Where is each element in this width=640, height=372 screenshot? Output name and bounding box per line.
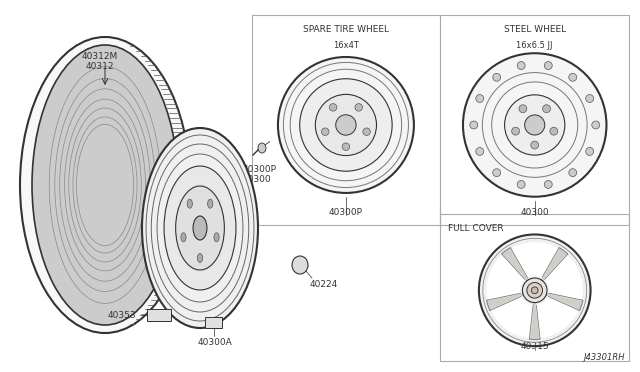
Ellipse shape: [517, 62, 525, 70]
Ellipse shape: [330, 104, 337, 111]
Polygon shape: [522, 296, 533, 304]
Polygon shape: [541, 248, 568, 281]
Ellipse shape: [316, 94, 376, 155]
Ellipse shape: [550, 127, 558, 135]
FancyBboxPatch shape: [205, 317, 222, 328]
Text: FULL COVER: FULL COVER: [448, 224, 504, 233]
Polygon shape: [492, 290, 534, 337]
FancyBboxPatch shape: [147, 309, 171, 321]
Ellipse shape: [355, 104, 362, 111]
Text: 40300: 40300: [520, 208, 549, 217]
Polygon shape: [528, 276, 541, 278]
Ellipse shape: [321, 128, 329, 135]
Text: 40300P: 40300P: [329, 208, 363, 217]
Polygon shape: [534, 255, 582, 300]
Ellipse shape: [193, 216, 207, 240]
Ellipse shape: [32, 45, 178, 325]
Ellipse shape: [527, 282, 543, 298]
Text: 40300P
40300: 40300P 40300: [243, 165, 277, 185]
Polygon shape: [536, 296, 547, 304]
Ellipse shape: [522, 278, 547, 302]
Ellipse shape: [470, 121, 477, 129]
Ellipse shape: [504, 95, 565, 155]
Ellipse shape: [545, 62, 552, 70]
Ellipse shape: [586, 94, 594, 102]
Text: 16x4T: 16x4T: [333, 41, 359, 50]
Text: 16x6.5 JJ: 16x6.5 JJ: [516, 41, 553, 50]
Text: 40300A: 40300A: [198, 338, 232, 347]
Bar: [440, 214, 629, 361]
Ellipse shape: [207, 199, 213, 208]
Ellipse shape: [164, 166, 236, 290]
Ellipse shape: [479, 234, 591, 346]
Polygon shape: [529, 302, 540, 339]
Ellipse shape: [493, 169, 500, 177]
Bar: [252, 15, 440, 225]
Ellipse shape: [545, 180, 552, 188]
Ellipse shape: [517, 180, 525, 188]
Polygon shape: [544, 280, 548, 293]
Ellipse shape: [342, 143, 349, 150]
Ellipse shape: [278, 57, 414, 193]
Polygon shape: [486, 293, 524, 311]
Text: STEEL WHEEL: STEEL WHEEL: [504, 25, 566, 34]
Ellipse shape: [511, 127, 520, 135]
Ellipse shape: [569, 169, 577, 177]
Ellipse shape: [586, 147, 594, 155]
Text: 40315: 40315: [520, 342, 549, 351]
Ellipse shape: [543, 105, 550, 113]
Ellipse shape: [592, 121, 600, 129]
Ellipse shape: [142, 128, 258, 328]
Ellipse shape: [181, 233, 186, 242]
Polygon shape: [487, 255, 534, 300]
Ellipse shape: [214, 233, 219, 242]
Ellipse shape: [463, 53, 607, 197]
Ellipse shape: [292, 256, 308, 274]
Ellipse shape: [519, 105, 527, 113]
Polygon shape: [534, 290, 578, 337]
Ellipse shape: [476, 147, 484, 155]
Text: 40224: 40224: [310, 280, 339, 289]
Ellipse shape: [363, 128, 371, 135]
Text: SPARE TIRE WHEEL: SPARE TIRE WHEEL: [303, 25, 389, 34]
Ellipse shape: [258, 143, 266, 153]
Text: 40311: 40311: [278, 128, 307, 137]
Ellipse shape: [493, 73, 500, 81]
Ellipse shape: [20, 37, 190, 333]
Text: 40312M
40312: 40312M 40312: [82, 52, 118, 71]
Ellipse shape: [476, 94, 484, 102]
Ellipse shape: [187, 199, 193, 208]
Polygon shape: [521, 280, 525, 293]
Text: 40353: 40353: [108, 311, 136, 320]
Polygon shape: [546, 293, 583, 311]
Ellipse shape: [197, 253, 203, 263]
Bar: [440, 15, 629, 225]
Text: J43301RH: J43301RH: [584, 353, 625, 362]
Ellipse shape: [531, 287, 538, 294]
Ellipse shape: [300, 79, 392, 171]
Ellipse shape: [531, 141, 539, 149]
Ellipse shape: [175, 186, 225, 270]
Ellipse shape: [569, 73, 577, 81]
Ellipse shape: [336, 115, 356, 135]
Polygon shape: [511, 243, 558, 290]
Ellipse shape: [525, 115, 545, 135]
Polygon shape: [502, 248, 529, 281]
